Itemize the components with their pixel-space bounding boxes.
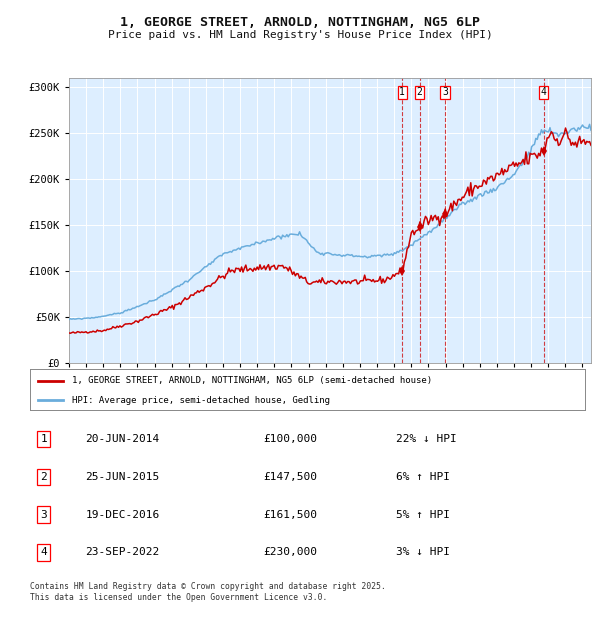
Text: 2: 2 xyxy=(416,87,422,97)
Text: 1, GEORGE STREET, ARNOLD, NOTTINGHAM, NG5 6LP (semi-detached house): 1, GEORGE STREET, ARNOLD, NOTTINGHAM, NG… xyxy=(71,376,432,385)
Text: 25-JUN-2015: 25-JUN-2015 xyxy=(86,472,160,482)
Text: £100,000: £100,000 xyxy=(263,434,317,444)
Text: 20-JUN-2014: 20-JUN-2014 xyxy=(86,434,160,444)
Text: 3: 3 xyxy=(442,87,448,97)
Text: 22% ↓ HPI: 22% ↓ HPI xyxy=(397,434,457,444)
Text: 1, GEORGE STREET, ARNOLD, NOTTINGHAM, NG5 6LP: 1, GEORGE STREET, ARNOLD, NOTTINGHAM, NG… xyxy=(120,16,480,29)
Text: 6% ↑ HPI: 6% ↑ HPI xyxy=(397,472,450,482)
Text: Contains HM Land Registry data © Crown copyright and database right 2025.: Contains HM Land Registry data © Crown c… xyxy=(30,582,386,591)
Text: 19-DEC-2016: 19-DEC-2016 xyxy=(86,510,160,520)
Text: £147,500: £147,500 xyxy=(263,472,317,482)
Text: 23-SEP-2022: 23-SEP-2022 xyxy=(86,547,160,557)
Text: 4: 4 xyxy=(541,87,547,97)
Text: HPI: Average price, semi-detached house, Gedling: HPI: Average price, semi-detached house,… xyxy=(71,396,329,405)
Text: 3: 3 xyxy=(41,510,47,520)
Text: 2: 2 xyxy=(41,472,47,482)
Text: 3% ↓ HPI: 3% ↓ HPI xyxy=(397,547,450,557)
Text: Price paid vs. HM Land Registry's House Price Index (HPI): Price paid vs. HM Land Registry's House … xyxy=(107,30,493,40)
Text: £161,500: £161,500 xyxy=(263,510,317,520)
Text: This data is licensed under the Open Government Licence v3.0.: This data is licensed under the Open Gov… xyxy=(30,593,328,602)
Text: 5% ↑ HPI: 5% ↑ HPI xyxy=(397,510,450,520)
Text: 1: 1 xyxy=(399,87,405,97)
Text: £230,000: £230,000 xyxy=(263,547,317,557)
Text: 4: 4 xyxy=(41,547,47,557)
Text: 1: 1 xyxy=(41,434,47,444)
